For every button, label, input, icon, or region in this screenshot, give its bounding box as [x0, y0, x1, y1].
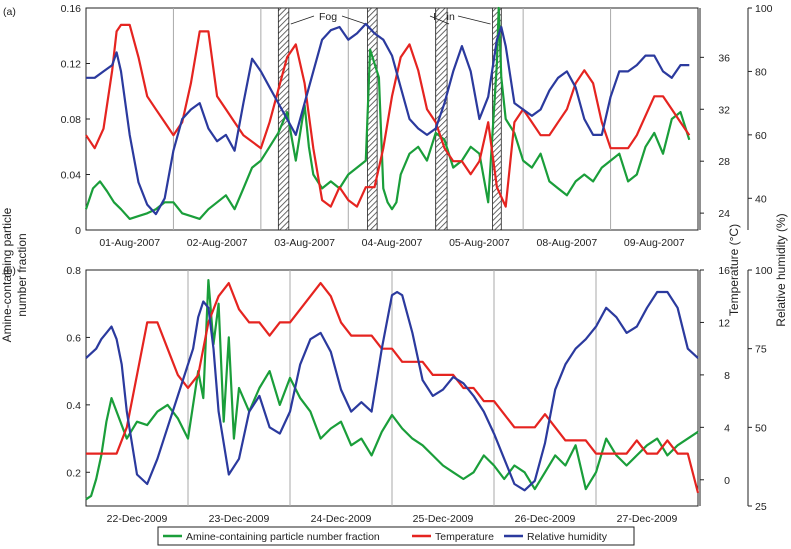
x-category-label: 05-Aug-2007: [449, 237, 510, 249]
rh-axis-tick-label: 80: [755, 66, 767, 78]
x-category-label: 08-Aug-2007: [536, 237, 597, 249]
annotation-arrow: [457, 15, 491, 25]
x-category-label: 02-Aug-2007: [187, 237, 248, 249]
series-line-temperature: [86, 282, 700, 494]
rh-axis-tick-label: 25: [755, 501, 767, 513]
annotation-fog: Fog: [319, 11, 337, 23]
left-axis-tick-label: 0.16: [61, 3, 82, 15]
x-category-label: 04-Aug-2007: [362, 237, 423, 249]
rh-axis-tick-label: 40: [755, 193, 767, 205]
temperature-axis-tick-label: 16: [718, 265, 730, 277]
temperature-axis-tick-label: 32: [718, 104, 730, 116]
left-axis-tick-label: 0.08: [61, 114, 82, 126]
left-axis-label-line1: Amine-containing particle: [0, 207, 14, 342]
temperature-axis-tick-label: 24: [718, 208, 730, 220]
legend: Amine-containing particle number fractio…: [157, 526, 635, 546]
series-line-amine: [85, 279, 699, 501]
series-line-temperature: [85, 23, 691, 208]
series-line-amine: [84, 6, 691, 220]
temperature-axis-tick-label: 8: [724, 370, 730, 382]
x-category-label: 09-Aug-2007: [624, 237, 685, 249]
temperature-axis-tick-label: 0: [724, 475, 730, 487]
temperature-axis-tick-label: 28: [718, 156, 730, 168]
x-category-label: 24-Dec-2009: [311, 513, 372, 525]
x-category-label: 23-Dec-2009: [209, 513, 270, 525]
left-axis-tick-label: 0.04: [61, 170, 82, 182]
x-category-label: 25-Dec-2009: [413, 513, 474, 525]
panel-a: (a) Fog Rain 01-Aug-200702-Aug-200703-Au…: [3, 3, 773, 249]
x-category-label: 01-Aug-2007: [99, 237, 160, 249]
left-axis-tick-label: 0.2: [66, 467, 81, 479]
left-axis-label-line2: number fraction: [15, 233, 29, 316]
left-axis-tick-label: 0.12: [61, 59, 82, 71]
temperature-axis-tick-label: 12: [718, 317, 730, 329]
legend-label-rh: Relative humidity: [527, 531, 608, 543]
x-category-label: 27-Dec-2009: [617, 513, 678, 525]
legend-label-temperature: Temperature: [435, 531, 494, 543]
left-axis-tick-label: 0: [75, 225, 81, 237]
temperature-axis-label: Temperature (°C): [727, 224, 741, 316]
rh-axis-tick-label: 100: [755, 3, 773, 15]
event-shaded-band: [435, 7, 448, 231]
left-axis-tick-label: 0.8: [66, 265, 81, 277]
annotation-arrow: [290, 15, 315, 25]
x-category-label: 26-Dec-2009: [515, 513, 576, 525]
temperature-axis-tick-label: 36: [718, 52, 730, 64]
temperature-axis-tick-label: 4: [724, 422, 730, 434]
annotation-arrow: [341, 15, 366, 25]
left-axis-tick-label: 0.6: [66, 332, 81, 344]
legend-label-amine: Amine-containing particle number fractio…: [186, 531, 380, 543]
x-category-label: 03-Aug-2007: [274, 237, 335, 249]
series-line-rh: [85, 290, 699, 492]
annotation-arrow: [429, 15, 450, 25]
series-line-rh: [86, 22, 690, 216]
rh-axis-tick-label: 50: [755, 422, 767, 434]
rh-axis-tick-label: 60: [755, 130, 767, 142]
panel-b: (b) 22-Dec-2009 23-Dec-2009 24-Dec-2009 25-…: [3, 265, 773, 525]
x-category-label: 22-Dec-2009: [107, 513, 168, 525]
rh-axis-label: Relative humidity (%): [774, 213, 788, 326]
left-axis-tick-label: 0.4: [66, 400, 81, 412]
panel-b-label: (b): [3, 265, 16, 277]
rh-axis-tick-label: 75: [755, 344, 767, 356]
event-shaded-band: [367, 7, 378, 231]
legend-box: [157, 526, 635, 546]
rh-axis-tick-label: 100: [755, 265, 773, 277]
panel-a-label: (a): [3, 6, 16, 18]
